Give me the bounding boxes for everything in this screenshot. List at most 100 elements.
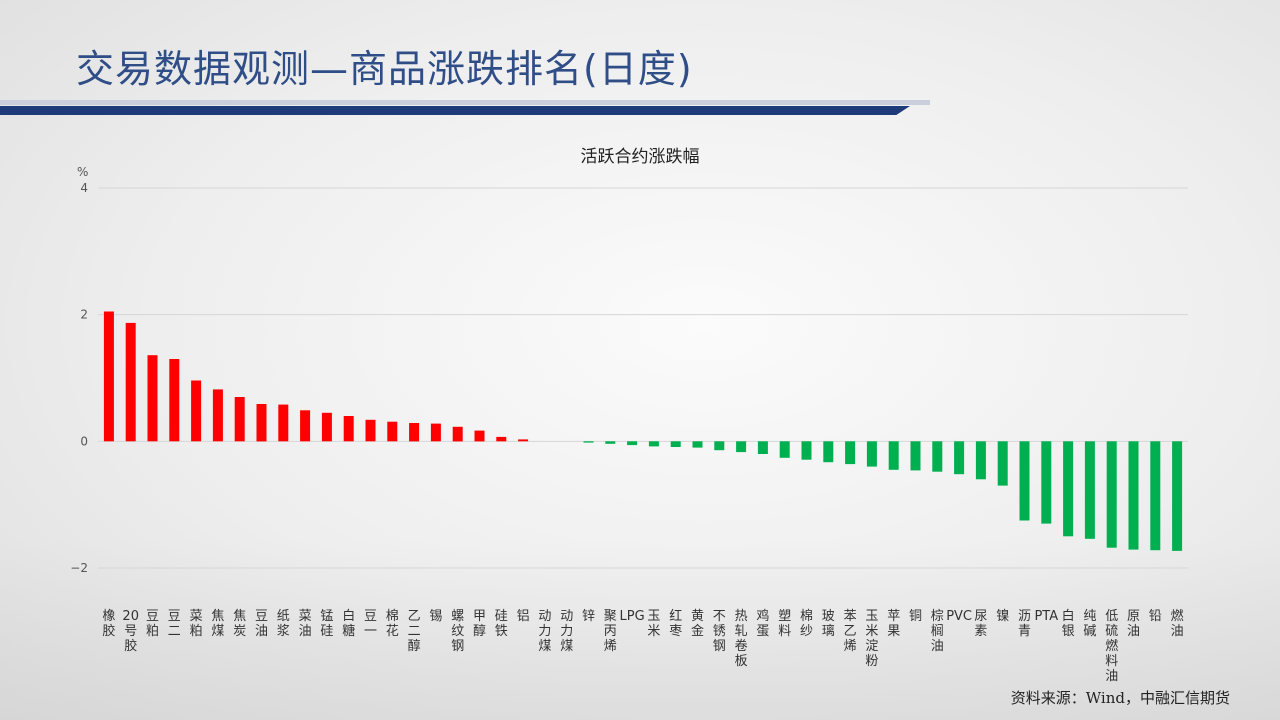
x-category-label: 棉花 — [386, 609, 399, 639]
x-category-label: 菜粕 — [190, 609, 203, 639]
x-category-label: 乙二醇 — [408, 609, 421, 654]
bar — [888, 441, 899, 470]
y-tick-label: −2 — [70, 561, 88, 575]
bar — [779, 441, 790, 458]
x-category-label: 苯乙烯 — [844, 609, 857, 654]
x-category-label: 菜油 — [299, 609, 312, 639]
x-category-label: 白银 — [1062, 608, 1075, 639]
x-category-label: 棉纱 — [800, 609, 813, 639]
bar — [278, 404, 289, 442]
y-tick-label: 2 — [80, 308, 88, 322]
bar — [583, 441, 594, 443]
x-category-label: 沥青 — [1018, 609, 1031, 639]
x-category-label: 玻璃 — [822, 609, 835, 639]
bar — [932, 441, 943, 472]
bar — [845, 441, 856, 465]
x-category-label: 铝 — [517, 609, 530, 624]
bar — [234, 397, 245, 442]
bar — [954, 441, 965, 475]
bar — [409, 423, 420, 442]
bar — [627, 441, 638, 446]
x-category-label: 橡胶 — [102, 609, 115, 639]
x-category-label: 棕榈油 — [931, 609, 944, 654]
bar — [212, 389, 223, 442]
bar — [147, 355, 158, 442]
x-category-label: 动力煤 — [560, 609, 573, 654]
x-category-label: 黄金 — [691, 609, 704, 639]
y-axis-unit: % — [77, 165, 88, 179]
bar — [823, 441, 834, 463]
page-title: 交易数据观测—商品涨跌排名(日度) — [76, 47, 693, 91]
x-category-label: 豆粕 — [146, 609, 159, 639]
bar — [714, 441, 725, 451]
bar — [169, 359, 180, 442]
bar — [1019, 441, 1030, 521]
x-category-label: 动力煤 — [538, 609, 551, 654]
x-category-label: 锌 — [582, 609, 595, 624]
x-category-label: PTA — [1034, 609, 1058, 624]
x-category-label: 20 号胶 — [122, 609, 139, 654]
chart-title: 活跃合约涨跌幅 — [581, 147, 700, 167]
bar — [365, 419, 376, 442]
bar — [256, 404, 267, 442]
x-category-label: 红枣 — [669, 608, 682, 639]
x-category-label: 苹果 — [887, 609, 900, 639]
x-category-label: 硅铁 — [495, 609, 508, 639]
bar — [474, 430, 485, 442]
x-category-label: 铅 — [1149, 609, 1162, 624]
x-category-label: 鸡蛋 — [756, 608, 769, 639]
bar — [452, 426, 463, 442]
x-category-label: 低硫燃料油 — [1105, 609, 1118, 684]
bar — [692, 441, 703, 448]
bar — [670, 441, 681, 447]
bar — [1128, 441, 1139, 550]
x-category-label: 锰硅 — [320, 609, 333, 639]
bar — [997, 441, 1008, 486]
bar — [125, 322, 136, 442]
x-category-label: 豆油 — [255, 609, 268, 639]
x-category-label: 铜 — [909, 609, 922, 624]
x-category-label: 锡 — [429, 609, 442, 624]
bar — [1084, 441, 1095, 539]
bar — [321, 412, 332, 442]
title-underline-light — [0, 100, 930, 105]
title-underline — [0, 106, 910, 115]
bar — [866, 441, 877, 467]
bar — [1106, 441, 1117, 548]
bar — [1063, 441, 1074, 537]
x-category-label: 聚丙烯 — [604, 609, 617, 654]
x-category-label: 螺纹钢 — [451, 609, 464, 654]
bar — [975, 441, 986, 480]
x-category-label: 玉米淀粉 — [865, 609, 878, 669]
bar — [191, 380, 202, 442]
bar — [1150, 441, 1161, 551]
bar — [103, 311, 114, 442]
x-category-label: 甲醇 — [473, 609, 486, 639]
bar — [801, 441, 812, 460]
x-category-label: 玉米 — [647, 609, 660, 639]
x-category-label: 尿素 — [974, 609, 987, 639]
bar — [736, 441, 747, 453]
bar — [518, 439, 529, 442]
x-category-label: 纯碱 — [1083, 609, 1096, 639]
x-category-label: 原油 — [1127, 609, 1140, 639]
x-category-label: LPG — [620, 609, 645, 624]
bar — [605, 441, 616, 444]
x-category-label: 镍 — [996, 609, 1009, 624]
y-tick-label: 4 — [80, 181, 88, 195]
y-tick-label: 0 — [80, 434, 88, 448]
x-category-label: 焦炭 — [233, 609, 246, 639]
bar — [910, 441, 921, 471]
x-category-label: 燃油 — [1171, 608, 1184, 639]
bar — [1172, 441, 1183, 551]
x-category-label: 焦煤 — [211, 609, 224, 639]
x-category-label: 热轧卷板 — [735, 609, 748, 669]
bar — [757, 441, 768, 454]
x-category-label: 纸浆 — [277, 609, 290, 639]
x-category-label: 塑料 — [778, 609, 791, 639]
x-category-label: 白糖 — [342, 608, 355, 639]
bar — [648, 441, 659, 447]
x-category-label: 不锈钢 — [713, 609, 726, 654]
x-category-label: 豆一 — [364, 609, 377, 639]
